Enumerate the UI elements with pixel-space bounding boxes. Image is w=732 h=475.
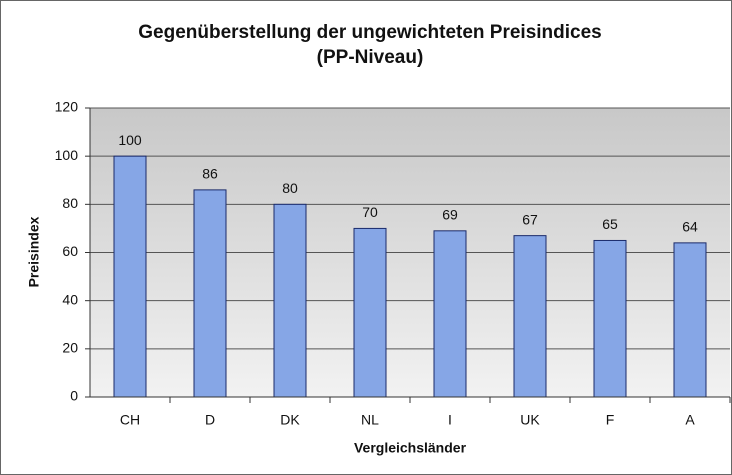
x-tick-label: DK — [280, 412, 300, 428]
bar — [353, 227, 387, 398]
chart-title: Gegenüberstellung der ungewichteten Prei… — [138, 22, 602, 43]
x-tick-label: F — [606, 412, 615, 428]
y-tick-label: 80 — [62, 195, 78, 211]
bar — [513, 235, 547, 398]
y-tick-label: 60 — [62, 243, 78, 259]
y-tick-label: 0 — [70, 388, 78, 404]
y-axis-title: Preisindex — [26, 216, 42, 287]
bar — [193, 189, 227, 398]
data-label: 86 — [202, 166, 218, 182]
x-tick-label: D — [205, 412, 215, 428]
x-tick-label: I — [448, 412, 452, 428]
data-label: 100 — [118, 132, 142, 148]
x-tick-label: A — [685, 412, 695, 428]
y-tick-label: 20 — [62, 340, 78, 356]
data-label: 64 — [682, 219, 698, 235]
bar — [113, 155, 147, 398]
y-tick-label: 40 — [62, 291, 78, 307]
bar — [593, 239, 627, 398]
data-label: 80 — [282, 180, 298, 196]
x-tick-label: CH — [120, 412, 140, 428]
x-tick-label: NL — [361, 412, 379, 428]
x-tick-label: UK — [520, 412, 540, 428]
x-axis-title: Vergleichsländer — [354, 440, 467, 456]
bar — [433, 230, 467, 398]
bar — [273, 203, 307, 398]
bar — [673, 242, 707, 398]
data-label: 70 — [362, 204, 378, 220]
y-tick-label: 120 — [55, 99, 79, 115]
data-label: 65 — [602, 216, 618, 232]
data-label: 67 — [522, 211, 538, 227]
data-label: 69 — [442, 207, 458, 223]
chart-subtitle: (PP-Niveau) — [317, 47, 424, 68]
y-tick-label: 100 — [55, 147, 79, 163]
